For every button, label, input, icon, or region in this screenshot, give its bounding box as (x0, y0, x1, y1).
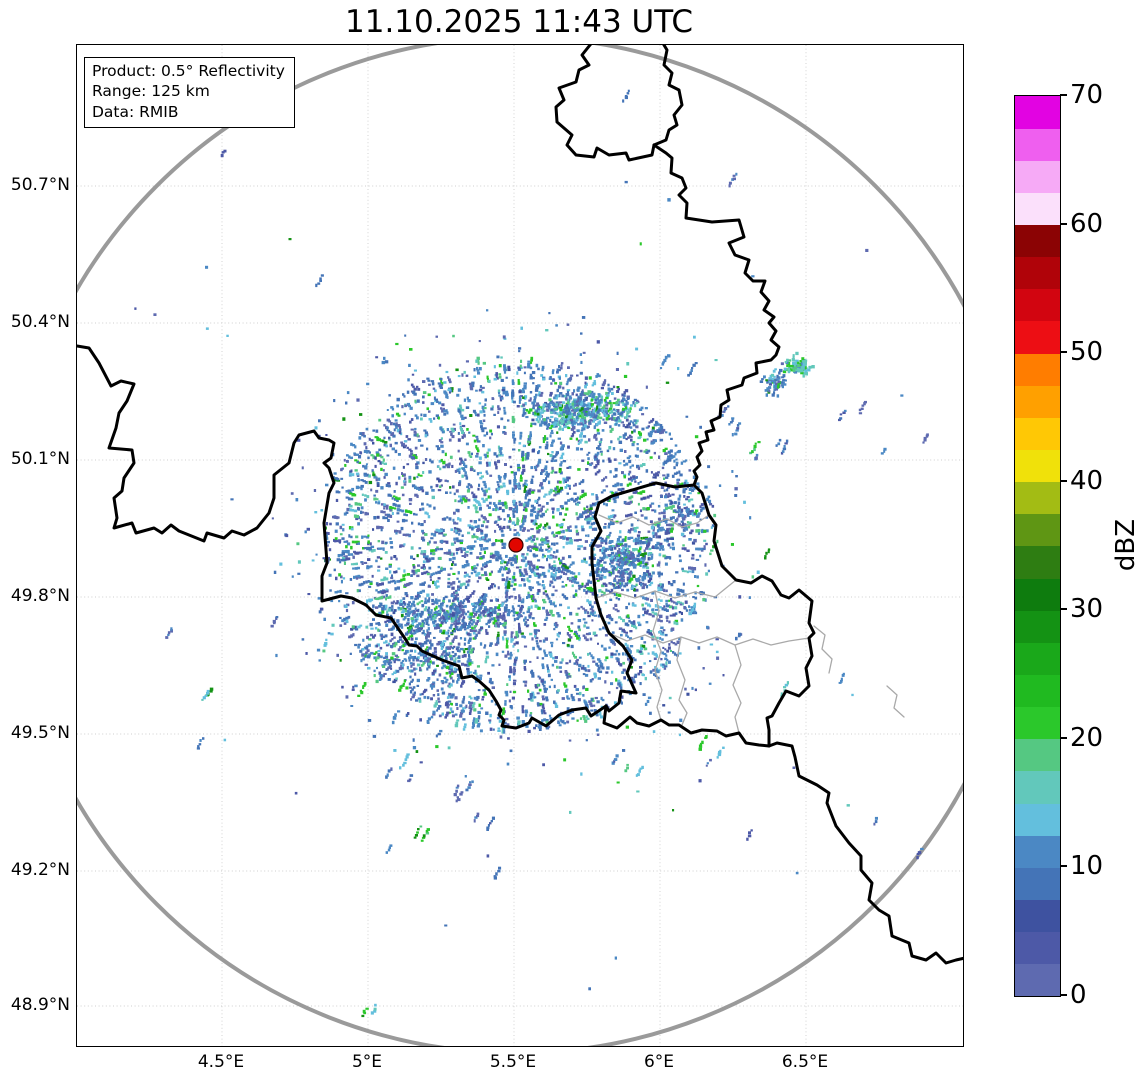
regional-border (652, 590, 663, 721)
map-frame: Product: 0.5° Reflectivity Range: 125 km… (76, 44, 964, 1047)
country-borders (77, 45, 963, 965)
colorbar-segment (1015, 128, 1060, 161)
longitude-tick-label: 5°E (351, 1052, 383, 1072)
colorbar-tick-mark (1060, 222, 1067, 225)
colorbar-segment (1015, 417, 1060, 451)
colorbar-segment (1015, 160, 1060, 193)
colorbar-tick-label: 10 (1070, 851, 1104, 882)
colorbar-tick-mark (1060, 865, 1067, 868)
colorbar-segment (1015, 835, 1060, 868)
colorbar-tick-label: 20 (1070, 722, 1104, 753)
latitude-tick-label: 48.9°N (10, 995, 70, 1015)
colorbar-tick-label: 30 (1070, 594, 1104, 625)
colorbar-segment (1015, 610, 1060, 643)
colorbar-segment (1015, 192, 1060, 226)
colorbar-segment (1015, 513, 1060, 547)
latitude-tick-label: 50.4°N (10, 312, 70, 332)
latitude-tick-label: 49.5°N (10, 723, 70, 743)
colorbar-segment (1015, 867, 1060, 901)
colorbar-segment (1015, 353, 1060, 386)
colorbar-tick-label: 70 (1070, 80, 1104, 110)
latitude-tick-label: 50.1°N (10, 449, 70, 469)
country-border (692, 483, 816, 748)
longitude-tick-label: 5.5°E (489, 1052, 537, 1072)
page-title: 11.10.2025 11:43 UTC (345, 4, 693, 40)
radar-site-dot (508, 537, 524, 553)
colorbar-tick-mark (1060, 994, 1067, 996)
info-data: Data: RMIB (92, 102, 179, 121)
colorbar-segment (1015, 738, 1060, 772)
latitude-tick-label: 49.8°N (10, 586, 70, 606)
colorbar-segment (1015, 256, 1060, 290)
country-border (590, 481, 696, 713)
colorbar-tick-mark (1060, 351, 1067, 354)
colorbar-tick-label: 0 (1070, 980, 1087, 1010)
longitude-tick-label: 6°E (643, 1052, 675, 1072)
colorbar-tick-mark (1060, 94, 1067, 96)
colorbar-tick-mark (1060, 608, 1067, 611)
info-range: Range: 125 km (92, 82, 210, 101)
colorbar-segment (1015, 642, 1060, 676)
country-border (77, 344, 608, 730)
country-border (767, 741, 963, 965)
colorbar-segment (1015, 481, 1060, 515)
latitude-tick-label: 50.7°N (10, 175, 70, 195)
colorbar-segment (1015, 674, 1060, 708)
colorbar-segment (1015, 963, 1060, 997)
latitude-tick-label: 49.2°N (10, 860, 70, 880)
regional-border (595, 579, 737, 599)
colorbar-segment (1015, 321, 1060, 354)
colorbar-segment (1015, 803, 1060, 836)
country-border (652, 143, 781, 487)
colorbar-segment (1015, 449, 1060, 483)
colorbar-segment (1015, 224, 1060, 258)
regional-border (813, 625, 833, 674)
colorbar (1014, 95, 1061, 997)
colorbar-segment (1015, 771, 1060, 804)
colorbar-segment (1015, 96, 1060, 129)
colorbar-segment (1015, 385, 1060, 418)
regional-borders (595, 514, 905, 734)
regional-border (608, 632, 810, 646)
radar-map (77, 45, 963, 1046)
info-product: Product: 0.5° Reflectivity (92, 62, 285, 80)
regional-border (598, 514, 710, 528)
regional-border (732, 644, 742, 734)
colorbar-tick-mark (1060, 479, 1067, 482)
colorbar-segment (1015, 899, 1060, 933)
colorbar-segment (1015, 546, 1060, 579)
regional-border (676, 636, 688, 726)
longitude-tick-label: 6.5°E (781, 1052, 829, 1072)
colorbar-unit-label: dBZ (1111, 518, 1141, 572)
colorbar-segment (1015, 578, 1060, 611)
colorbar-tick-mark (1060, 736, 1067, 739)
colorbar-segment (1015, 706, 1060, 740)
colorbar-tick-label: 50 (1070, 337, 1104, 368)
colorbar-tick-label: 60 (1070, 208, 1104, 239)
regional-border (886, 685, 905, 718)
country-border (554, 45, 684, 162)
radar-echoes (134, 89, 929, 1018)
info-box: Product: 0.5° Reflectivity Range: 125 km… (84, 57, 295, 129)
country-border (602, 704, 771, 748)
colorbar-segment (1015, 931, 1060, 965)
colorbar-tick-label: 40 (1070, 465, 1104, 496)
longitude-tick-label: 4.5°E (197, 1052, 245, 1072)
colorbar-segment (1015, 288, 1060, 322)
